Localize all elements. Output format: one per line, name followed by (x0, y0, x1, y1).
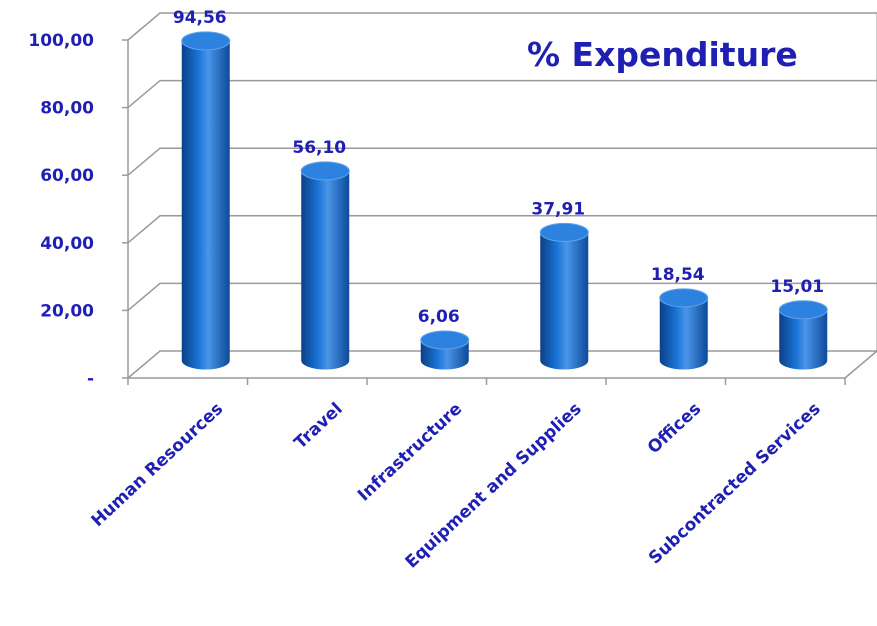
data-label: 15,01 (770, 277, 824, 297)
chart-title: % Expenditure (527, 35, 798, 74)
axes (122, 39, 846, 385)
gridline (127, 215, 877, 244)
data-label: 56,10 (292, 138, 346, 158)
gridlines (127, 12, 877, 379)
gridline (127, 79, 877, 109)
data-labels: 94,56 56,10 6,06 37,91 18,54 15,01 (173, 8, 824, 327)
bar (420, 330, 470, 370)
gridline (127, 350, 877, 379)
bar (181, 31, 231, 370)
x-axis-category-labels: Human Resources Travel InfrastructureEquip… (88, 399, 825, 572)
x-category-label: Offices (644, 399, 705, 458)
x-category-label: Travel (291, 399, 347, 453)
gridline (127, 147, 877, 176)
y-tick-label: 40,00 (40, 234, 94, 254)
x-category-label: Human Resources (88, 399, 228, 531)
y-tick-label: 20,00 (40, 301, 94, 321)
bars (181, 31, 828, 370)
bar (659, 288, 709, 370)
y-tick-label: 80,00 (40, 99, 94, 119)
data-label: 18,54 (651, 265, 705, 285)
floor-edge (844, 350, 877, 379)
gridline (127, 12, 877, 41)
data-label: 94,56 (173, 8, 227, 28)
bar (539, 222, 589, 370)
x-category-label: Infrastructure (354, 399, 466, 505)
bar (300, 161, 350, 370)
gridline (127, 282, 877, 311)
data-label: 37,91 (531, 199, 585, 219)
y-tick-label: 100,00 (28, 31, 94, 51)
y-tick-label: 60,00 (40, 166, 94, 186)
y-tick-label: - (87, 369, 94, 389)
data-label: 6,06 (418, 307, 460, 327)
bar (778, 300, 828, 370)
y-axis-tick-labels: - 20,00 40,00 60,00 80,00 100,00 (28, 31, 94, 389)
